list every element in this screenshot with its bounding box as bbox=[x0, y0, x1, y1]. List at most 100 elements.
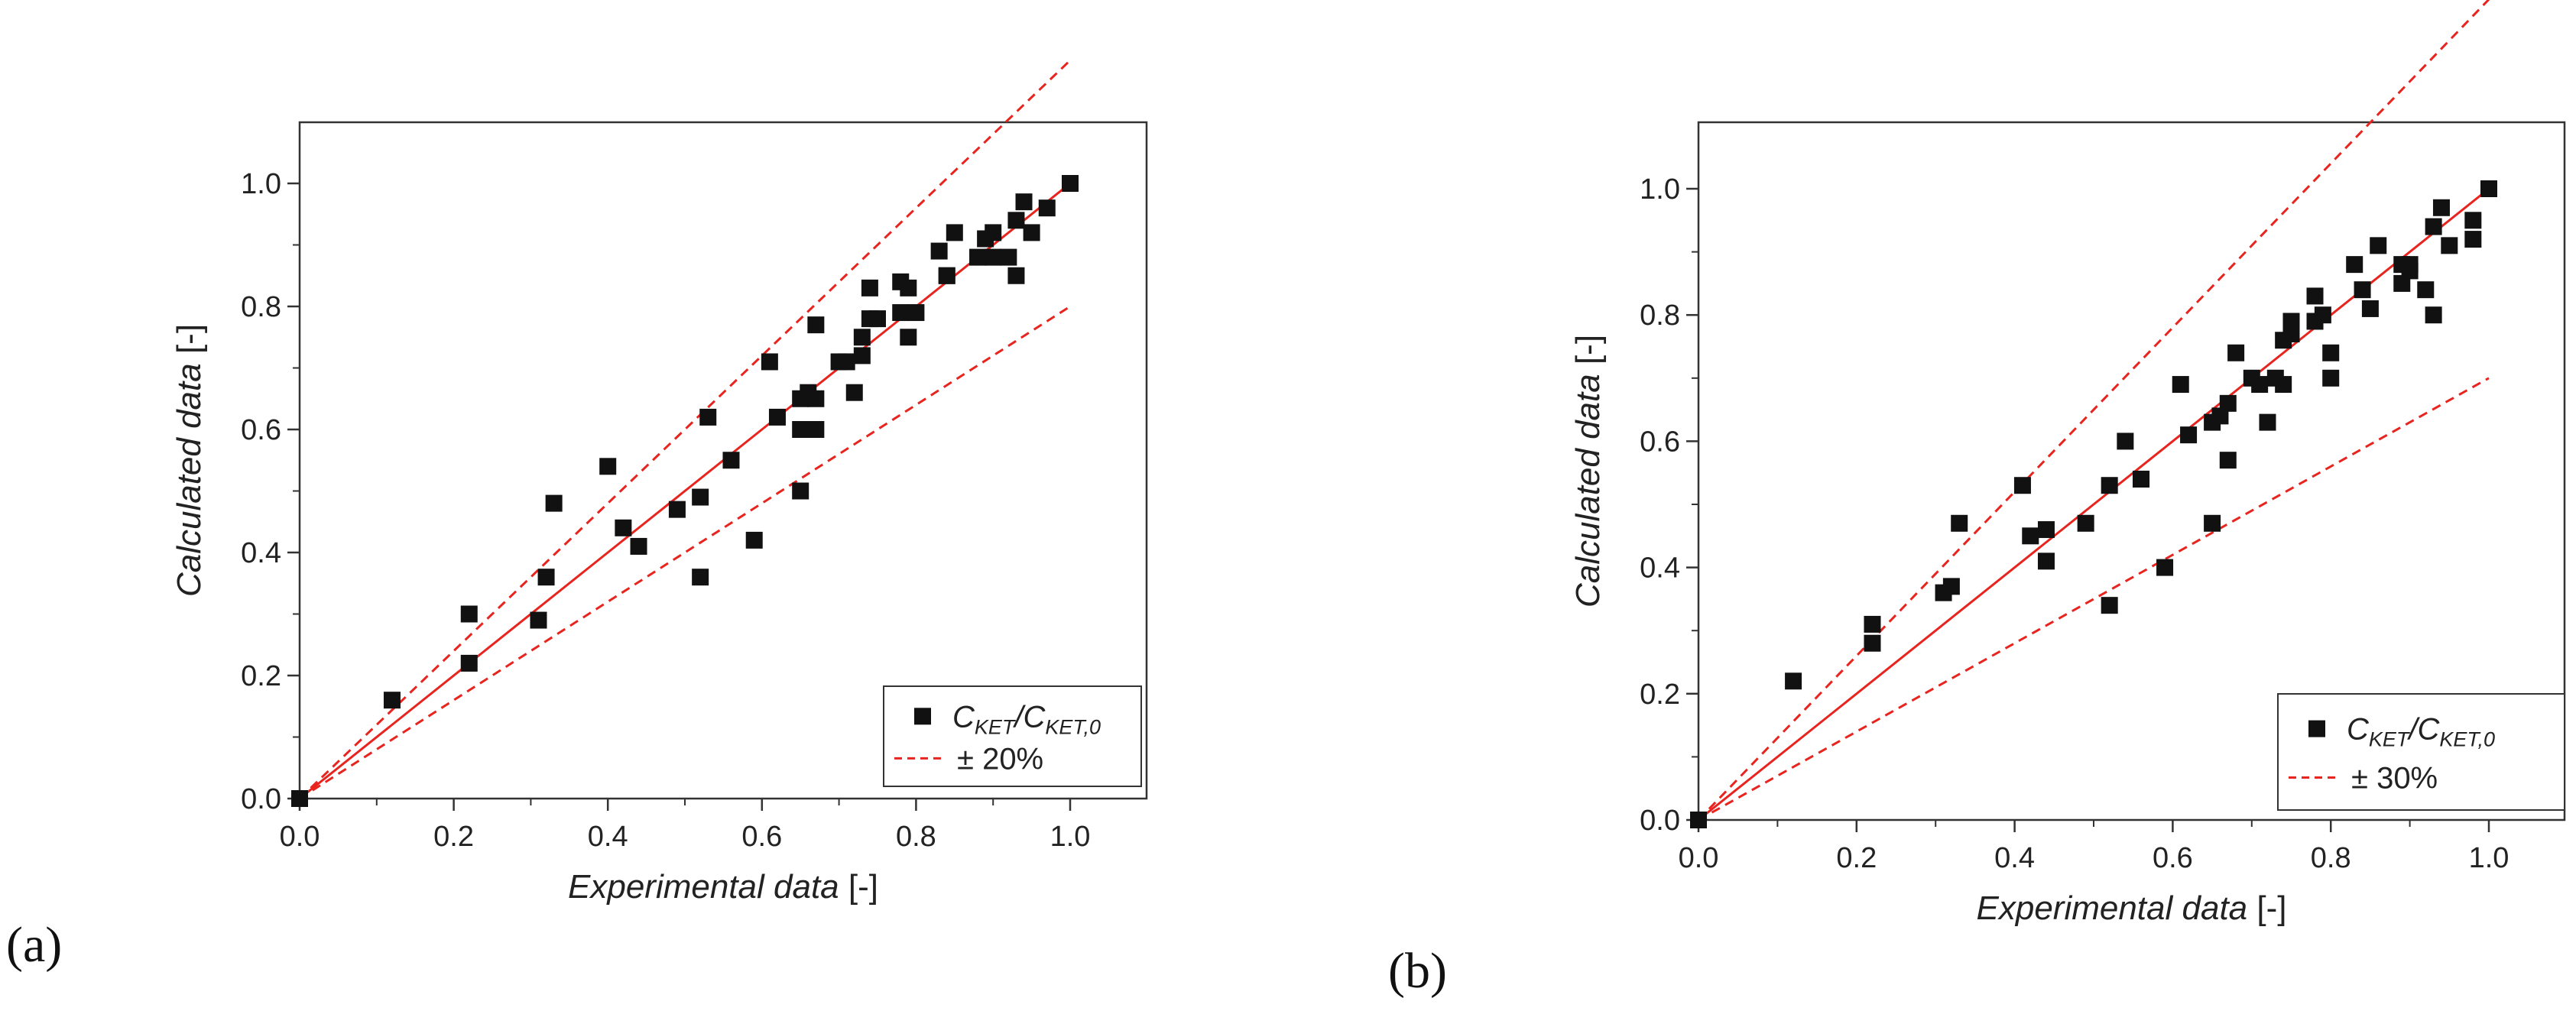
data-point bbox=[530, 611, 547, 629]
data-point bbox=[845, 384, 863, 401]
data-point bbox=[2282, 325, 2300, 342]
data-point bbox=[1015, 193, 1033, 211]
data-point bbox=[930, 242, 948, 260]
data-point bbox=[2180, 426, 2198, 444]
data-point bbox=[900, 329, 917, 346]
legend-marker-swatch bbox=[2308, 720, 2325, 737]
plot-frame bbox=[1697, 121, 2566, 821]
legend-box bbox=[2277, 693, 2565, 811]
legend-label-c1: C bbox=[952, 700, 975, 734]
y-tick-label: 0.6 bbox=[241, 414, 281, 446]
data-point bbox=[692, 569, 709, 586]
data-point bbox=[853, 329, 871, 346]
data-point bbox=[2354, 281, 2371, 299]
data-point bbox=[2480, 180, 2497, 197]
data-point bbox=[807, 421, 825, 438]
y-tick-label: 0.4 bbox=[241, 537, 281, 569]
data-point bbox=[745, 531, 763, 549]
data-point bbox=[2219, 452, 2237, 469]
data-point bbox=[722, 452, 740, 469]
y-tick-label: 1.0 bbox=[241, 168, 281, 200]
data-point bbox=[2117, 433, 2134, 450]
data-point bbox=[2322, 369, 2340, 387]
legend-label-sub2: KET,0 bbox=[2439, 728, 2495, 751]
data-point bbox=[2133, 470, 2150, 488]
data-point bbox=[383, 692, 401, 709]
data-point bbox=[900, 279, 917, 296]
legend-line-label: ± 20% bbox=[957, 742, 1043, 776]
data-point bbox=[792, 421, 809, 438]
y-axis-title-main: Calculated data bbox=[1569, 374, 1607, 608]
data-point bbox=[615, 519, 632, 536]
upper-band-line bbox=[298, 59, 1072, 800]
data-point bbox=[1038, 199, 1056, 217]
data-point bbox=[460, 654, 478, 672]
x-tick-label: 0.8 bbox=[2311, 842, 2351, 874]
data-point bbox=[2204, 514, 2221, 532]
legend-label-sub2: KET,0 bbox=[1045, 715, 1101, 738]
data-point bbox=[2022, 527, 2039, 545]
data-point bbox=[1864, 634, 1881, 652]
x-axis-title-unit: [-] bbox=[2247, 889, 2286, 927]
x-tick-label: 0.8 bbox=[896, 821, 936, 853]
legend-label-sub1: KET bbox=[2369, 728, 2411, 751]
data-point bbox=[2037, 521, 2055, 539]
y-axis-title: Calculated data [-] bbox=[170, 324, 208, 597]
data-point bbox=[938, 267, 955, 284]
y-tick-label: 0.2 bbox=[1640, 679, 1680, 711]
data-point bbox=[2251, 376, 2269, 394]
data-point bbox=[2401, 256, 2419, 274]
identity-line bbox=[299, 182, 1071, 800]
data-point bbox=[792, 482, 809, 500]
data-point bbox=[861, 279, 878, 296]
panel-label: (a) bbox=[6, 917, 62, 973]
data-point bbox=[692, 488, 709, 506]
y-tick-label: 0.8 bbox=[241, 291, 281, 323]
x-axis-title-main: Experimental data bbox=[1977, 889, 2248, 927]
data-point bbox=[1785, 672, 1802, 690]
legend: CKET/CKET,0± 20% bbox=[883, 685, 1142, 787]
x-tick-label: 0.0 bbox=[280, 821, 320, 853]
y-axis-title-main: Calculated data bbox=[170, 363, 208, 597]
data-point bbox=[1007, 267, 1025, 284]
data-point bbox=[2425, 306, 2442, 324]
y-tick-label: 0.6 bbox=[1640, 426, 1680, 458]
data-point bbox=[2425, 218, 2442, 235]
data-point bbox=[2101, 477, 2118, 494]
data-point bbox=[869, 310, 886, 328]
chart-panel-b: 0.0 0.2 0.4 0.6 0.8 1.0 0.0 0.2 0.4 0.6 0.8 1.0 Expe… bbox=[1388, 0, 2566, 999]
data-point bbox=[2037, 552, 2055, 570]
data-point bbox=[545, 494, 563, 512]
x-tick-label: 0.4 bbox=[1994, 842, 2035, 874]
x-tick-label: 1.0 bbox=[2469, 842, 2509, 874]
x-tick-label: 0.6 bbox=[741, 821, 782, 853]
data-point bbox=[599, 458, 617, 475]
data-point bbox=[1000, 248, 1017, 266]
data-point bbox=[2306, 287, 2324, 305]
lower-band-line bbox=[1698, 377, 2490, 821]
data-point bbox=[1023, 224, 1040, 241]
legend-line-label: ± 30% bbox=[2351, 761, 2438, 795]
data-point bbox=[2013, 477, 2031, 494]
data-point bbox=[2259, 413, 2276, 431]
data-point bbox=[2219, 394, 2237, 412]
x-axis-title-main: Experimental data bbox=[568, 868, 839, 906]
data-point bbox=[537, 569, 555, 586]
data-point bbox=[768, 408, 786, 426]
data-point bbox=[2417, 281, 2435, 299]
upper-band-line bbox=[1697, 0, 2490, 821]
data-point bbox=[2346, 256, 2363, 274]
y-tick-label: 0.8 bbox=[1640, 300, 1680, 332]
data-point bbox=[985, 248, 1002, 266]
data-point bbox=[2172, 376, 2189, 394]
data-point bbox=[2101, 597, 2118, 614]
data-point bbox=[2432, 199, 2450, 216]
y-tick-label: 0.2 bbox=[241, 660, 281, 692]
x-tick-label: 0.0 bbox=[1679, 842, 1719, 874]
data-point bbox=[2370, 237, 2387, 254]
chart-panel-a: 0.0 0.2 0.4 0.6 0.8 1.0 0.0 0.2 0.4 0.6 0.8 1.0 Expe… bbox=[6, 59, 1148, 973]
data-point bbox=[946, 224, 963, 241]
data-point bbox=[2314, 306, 2331, 324]
plot-frame bbox=[298, 121, 1148, 800]
